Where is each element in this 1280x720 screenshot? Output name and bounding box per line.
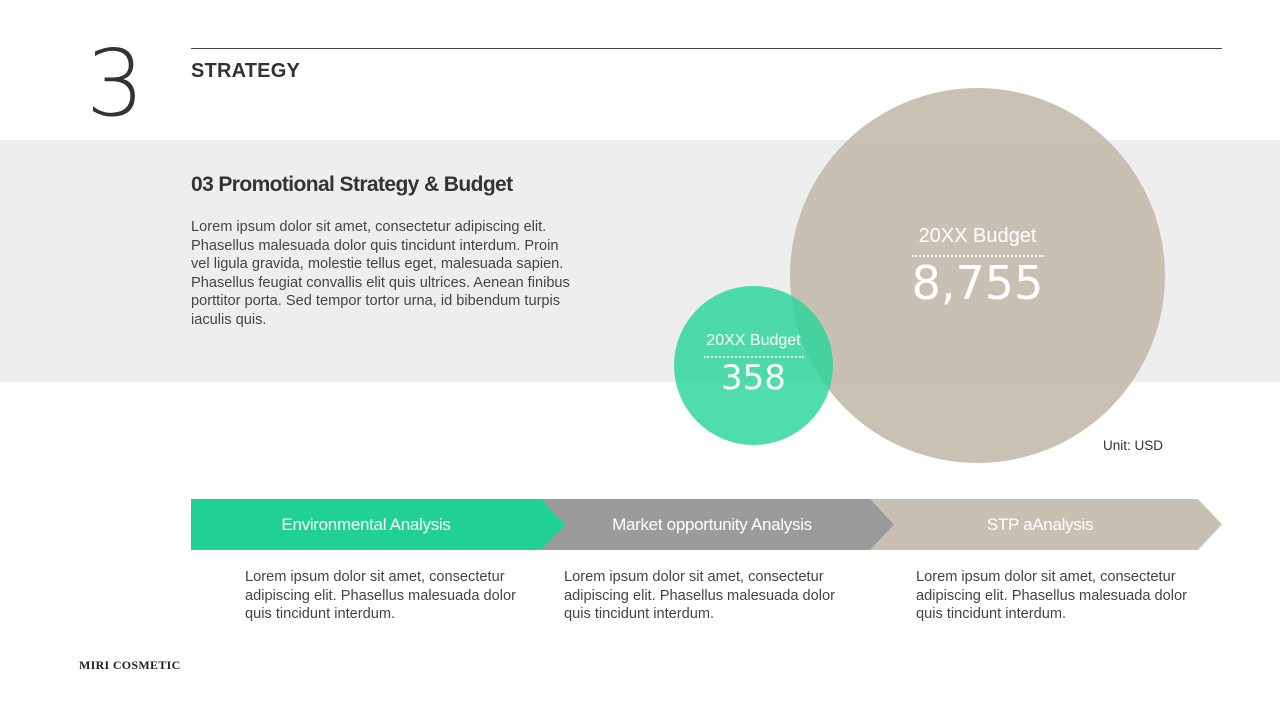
budget-label: 20XX Budget bbox=[918, 225, 1037, 247]
step-label: Environmental Analysis bbox=[281, 514, 451, 534]
section-number: 3 bbox=[86, 30, 145, 137]
section-title: STRATEGY bbox=[191, 60, 301, 82]
step-description-stp: Lorem ipsum dolor sit amet, consectetur … bbox=[916, 569, 1187, 623]
dotted-divider bbox=[911, 255, 1044, 257]
step-description-market-opportunity: Lorem ipsum dolor sit amet, consectetur … bbox=[564, 569, 835, 623]
step-label: STP aAnalysis bbox=[986, 514, 1094, 534]
dotted-divider bbox=[703, 355, 804, 358]
body-paragraph: Lorem ipsum dolor sit amet, consectetur … bbox=[191, 219, 570, 328]
budget-label: 20XX Budget bbox=[706, 332, 801, 350]
budget-value: 358 bbox=[721, 357, 786, 398]
step-description-environmental: Lorem ipsum dolor sit amet, consectetur … bbox=[245, 569, 516, 623]
step-arrow-stp: STP aAnalysis bbox=[858, 499, 1222, 550]
step-arrow-market-opportunity: Market opportunity Analysis bbox=[530, 499, 894, 550]
header-divider bbox=[191, 48, 1222, 49]
step-arrow-environmental: Environmental Analysis bbox=[191, 499, 565, 550]
budget-value: 8,755 bbox=[911, 256, 1044, 310]
step-label: Market opportunity Analysis bbox=[612, 514, 812, 534]
brand-logo-text: MIRI COSMETIC bbox=[79, 658, 181, 672]
budget-circle-small: 20XX Budget 358 bbox=[674, 286, 833, 445]
budget-circle-large: 20XX Budget 8,755 bbox=[790, 88, 1165, 463]
page-heading: 03 Promotional Strategy & Budget bbox=[191, 173, 513, 196]
unit-label: Unit: USD bbox=[1103, 438, 1164, 453]
